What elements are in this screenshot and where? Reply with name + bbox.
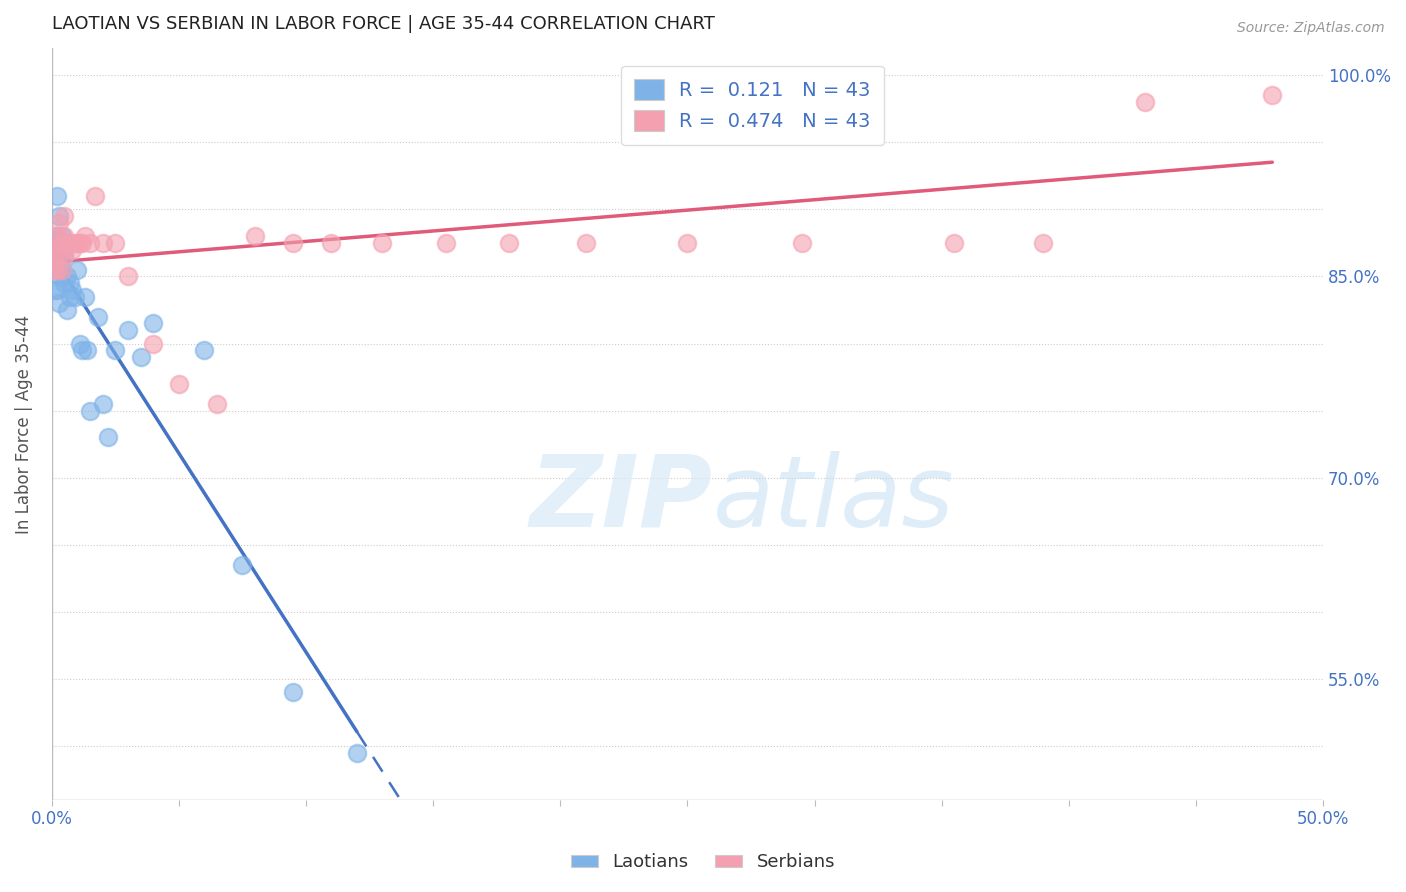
Point [129,350,152,364]
Point [60,243,83,257]
Point [44,235,66,250]
Point [48,235,70,250]
Point [1133,95,1156,109]
Point [53,249,76,263]
Point [44,243,66,257]
Point [51,262,73,277]
Point [346,746,368,760]
Point [72,235,94,250]
Point [84,189,107,203]
Point [63,235,86,250]
Point [51,235,73,250]
Point [44,262,66,277]
Point [45,229,67,244]
Point [45,262,67,277]
Point [498,235,520,250]
Text: atlas: atlas [713,450,955,548]
Point [69,336,91,351]
Point [66,235,89,250]
Point [45,256,67,270]
Point [434,235,457,250]
Point [48,243,70,257]
Point [48,249,70,263]
Legend: R =  0.121   N = 43, R =  0.474   N = 43: R = 0.121 N = 43, R = 0.474 N = 43 [621,66,884,145]
Point [283,685,305,699]
Point [117,323,139,337]
Point [243,229,266,244]
Point [855,95,877,109]
Point [73,229,96,244]
Point [79,403,101,417]
Y-axis label: In Labor Force | Age 35-44: In Labor Force | Age 35-44 [15,314,32,533]
Text: ZIP: ZIP [530,450,713,548]
Point [371,235,394,250]
Point [72,343,94,358]
Legend: Laotians, Serbians: Laotians, Serbians [564,847,842,879]
Point [45,243,67,257]
Point [48,269,70,284]
Point [91,235,114,250]
Point [943,235,966,250]
Point [66,262,89,277]
Point [76,343,98,358]
Point [44,262,66,277]
Point [63,289,86,303]
Point [56,303,79,318]
Point [45,189,67,203]
Point [69,235,91,250]
Point [44,256,66,270]
Point [73,289,96,303]
Point [79,235,101,250]
Point [56,235,79,250]
Point [44,235,66,250]
Point [45,283,67,297]
Point [51,262,73,277]
Point [117,269,139,284]
Point [104,343,127,358]
Point [193,343,215,358]
Point [44,256,66,270]
Point [575,235,598,250]
Text: LAOTIAN VS SERBIAN IN LABOR FORCE | AGE 35-44 CORRELATION CHART: LAOTIAN VS SERBIAN IN LABOR FORCE | AGE … [52,15,714,33]
Point [86,310,108,324]
Point [142,336,165,351]
Point [231,558,253,572]
Point [48,296,70,310]
Text: Source: ZipAtlas.com: Source: ZipAtlas.com [1237,21,1385,35]
Point [58,276,80,290]
Point [58,289,80,303]
Point [53,229,76,244]
Point [58,235,80,250]
Point [53,209,76,223]
Point [53,276,76,290]
Point [53,235,76,250]
Point [676,235,699,250]
Point [91,397,114,411]
Point [283,235,305,250]
Point [1261,88,1284,103]
Point [1032,235,1054,250]
Point [104,235,127,250]
Point [97,430,120,444]
Point [60,283,83,297]
Point [44,283,66,297]
Point [51,229,73,244]
Point [45,229,67,244]
Point [142,317,165,331]
Point [167,376,190,391]
Point [56,269,79,284]
Point [48,209,70,223]
Point [205,397,228,411]
Point [321,235,343,250]
Point [790,235,813,250]
Point [48,216,70,230]
Point [51,243,73,257]
Point [53,249,76,263]
